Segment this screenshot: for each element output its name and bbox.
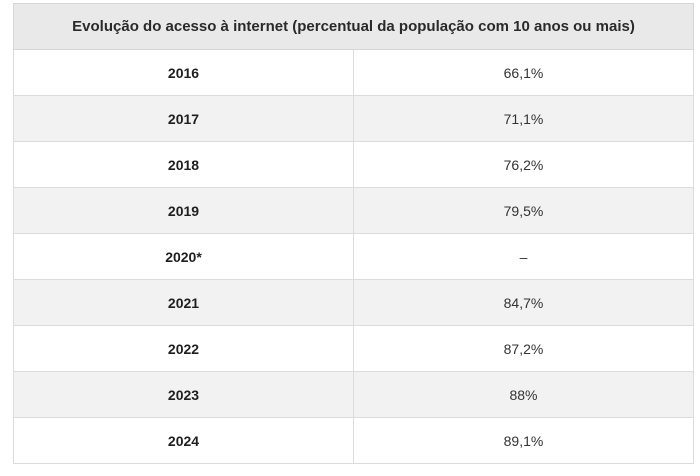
- table-row: 2019 79,5%: [13, 187, 694, 234]
- value-cell: 88%: [353, 371, 694, 418]
- value-cell: 84,7%: [353, 279, 694, 326]
- internet-access-table: Evolução do acesso à internet (percentua…: [13, 3, 694, 464]
- year-cell: 2017: [13, 95, 354, 142]
- value-cell: 89,1%: [353, 417, 694, 464]
- value-cell: 76,2%: [353, 141, 694, 188]
- year-cell: 2024: [13, 417, 354, 464]
- year-cell: 2022: [13, 325, 354, 372]
- table-row: 2017 71,1%: [13, 95, 694, 142]
- value-cell: 79,5%: [353, 187, 694, 234]
- table-row: 2016 66,1%: [13, 49, 694, 96]
- year-cell: 2023: [13, 371, 354, 418]
- year-cell: 2021: [13, 279, 354, 326]
- year-cell: 2018: [13, 141, 354, 188]
- table-header-row: Evolução do acesso à internet (percentua…: [13, 3, 694, 50]
- year-cell: 2019: [13, 187, 354, 234]
- year-cell: 2020*: [13, 233, 354, 280]
- table-row: 2022 87,2%: [13, 325, 694, 372]
- internet-access-table-container: Evolução do acesso à internet (percentua…: [13, 3, 694, 464]
- value-cell: 71,1%: [353, 95, 694, 142]
- table-row: 2024 89,1%: [13, 417, 694, 464]
- table-row: 2020* –: [13, 233, 694, 280]
- table-body: 2016 66,1% 2017 71,1% 2018 76,2% 2019 79,5% 2020…: [13, 49, 694, 464]
- table-title: Evolução do acesso à internet (percentua…: [13, 3, 694, 50]
- value-cell: 87,2%: [353, 325, 694, 372]
- year-cell: 2016: [13, 49, 354, 96]
- table-row: 2023 88%: [13, 371, 694, 418]
- value-cell: –: [353, 233, 694, 280]
- value-cell: 66,1%: [353, 49, 694, 96]
- table-row: 2021 84,7%: [13, 279, 694, 326]
- table-row: 2018 76,2%: [13, 141, 694, 188]
